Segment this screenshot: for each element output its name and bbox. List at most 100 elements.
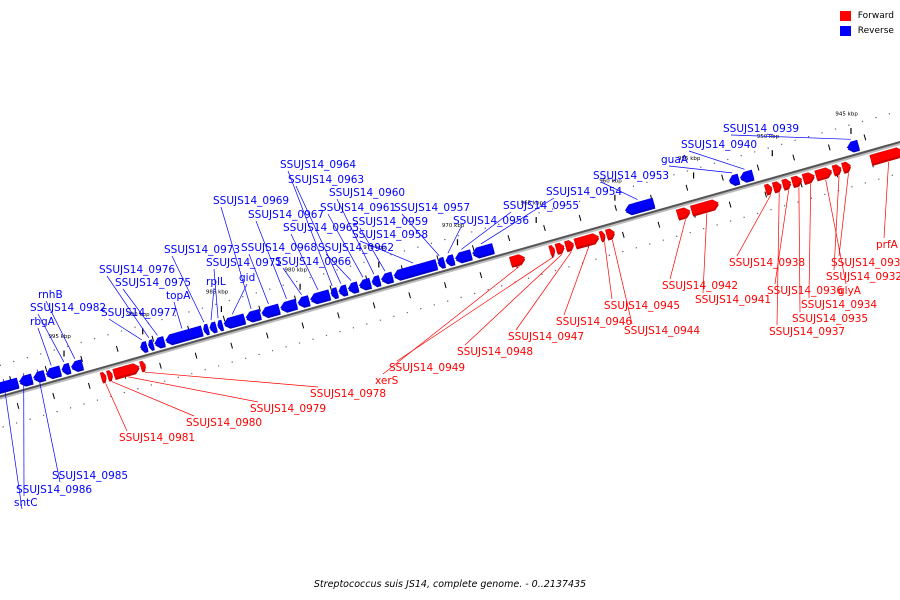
guide-dot — [592, 196, 594, 199]
gene-arrow-SSUJS14_0975[interactable] — [153, 336, 166, 349]
gene-arrow-SSUJS14_0964[interactable] — [330, 287, 340, 300]
gene-label: SSUJS14_0958 — [352, 229, 428, 241]
gene-arrow-prfA[interactable] — [869, 146, 900, 166]
gene-arrow-SSUJS14_0946[interactable] — [573, 232, 601, 250]
guide-dot — [861, 120, 864, 123]
minor-tick — [471, 245, 475, 252]
gene-arrow-SSUJS14_0942[interactable] — [675, 206, 692, 221]
gene-arrow-SSUJS14_0981[interactable] — [99, 371, 108, 384]
gene-arrow-SSUJS14_0956[interactable] — [445, 254, 456, 268]
gene-arrow-SSUJS14_0944[interactable] — [605, 228, 616, 241]
guide-dot — [93, 337, 96, 340]
guide-dot — [780, 143, 783, 146]
guide-dot — [406, 311, 409, 314]
gene-arrow-body — [106, 370, 113, 381]
gene-arrow-glyA[interactable] — [814, 166, 834, 182]
gene-arrow-SSUJS14_0934[interactable] — [801, 171, 816, 185]
guide-dot — [646, 181, 648, 184]
kbp-tick-label: 975 kbp — [363, 245, 386, 251]
gene-arrow-SSUJS14_0977[interactable] — [139, 341, 149, 353]
gene-arrow-gid[interactable] — [223, 313, 247, 330]
gene-label: SSUJS14_0945 — [604, 300, 680, 312]
gene-arrow-SSUJS14_0935[interactable] — [790, 175, 803, 189]
gene-arrow-topA[interactable] — [164, 325, 204, 347]
gene-arrow-body — [437, 256, 446, 268]
guide-dot — [471, 231, 473, 233]
gene-arrow-SSUJS14_0958[interactable] — [393, 259, 439, 282]
gene-arrow-SSUJS14_0960[interactable] — [371, 275, 382, 288]
gene-arrow-SSUJS14_0948[interactable] — [554, 242, 566, 255]
gene-arrow-SSUJS14_0978[interactable] — [139, 360, 147, 373]
gene-arrow-SSUJS14_0976[interactable] — [147, 339, 155, 352]
gene-arrow-SSUJS14_0937[interactable] — [771, 181, 783, 194]
gene-arrow-SSUJS14_0936[interactable] — [781, 178, 793, 191]
gene-arrow-SSUJS14_0940[interactable] — [739, 169, 755, 184]
gene-leader-line — [144, 371, 319, 388]
gene-arrow-SSUJS14_0931[interactable] — [841, 161, 852, 174]
gene-arrow-SSUJS14_0953[interactable] — [624, 197, 656, 217]
gene-arrow-SSUJS14_0965[interactable] — [309, 289, 332, 306]
gene-arrow-SSUJS14_0966[interactable] — [297, 295, 311, 310]
gene-arrow-SSUJS14_0969[interactable] — [245, 309, 262, 324]
guide-dot — [242, 296, 244, 298]
gene-arrow-SSUJS14_0957[interactable] — [437, 256, 447, 269]
gene-arrow-SSUJS14_0973[interactable] — [202, 323, 210, 336]
guide-dot — [635, 247, 638, 249]
gene-arrow-SSUJS14_0986[interactable] — [18, 373, 34, 388]
gene-arrow-rnhB[interactable] — [70, 359, 85, 374]
gene-arrow-SSUJS14_0967[interactable] — [279, 298, 299, 314]
gene-arrow-guaA[interactable] — [728, 173, 741, 187]
gene-label: SSUJS14_0968 — [241, 242, 317, 254]
gene-arrow-SSUJS14_0947[interactable] — [564, 239, 575, 253]
gene-arrow-SSUJS14_0959[interactable] — [380, 271, 395, 286]
gene-label: SSUJS14_0977 — [101, 307, 177, 319]
gene-arrow-SSUJS14_0963[interactable] — [338, 284, 349, 298]
gene-arrow-SSUJS14_0949[interactable] — [548, 245, 557, 257]
gene-leader-line — [36, 369, 61, 483]
gene-arrow-SSUJS14_0982[interactable] — [61, 362, 72, 376]
gene-arrow-body — [338, 284, 349, 295]
gene-arrow-sntC[interactable] — [0, 377, 20, 396]
gene-arrow-SSUJS14_0962[interactable] — [347, 281, 360, 295]
gene-arrow-SSUJS14_0932[interactable] — [831, 164, 843, 177]
gene-arrow-SSUJS14_0941[interactable] — [690, 198, 720, 217]
gene-arrow-body — [728, 173, 741, 185]
kbp-tick-label: 960 kbp — [599, 178, 622, 184]
minor-tick — [443, 282, 447, 289]
gene-arrow-xerS[interactable] — [509, 253, 526, 268]
gene-arrow-SSUJS14_0985[interactable] — [32, 370, 47, 384]
gene-arrow-SSUJS14_0945[interactable] — [598, 230, 607, 243]
gene-arrow-rplL[interactable] — [209, 321, 218, 334]
kbp-tick-label: 965 kbp — [521, 201, 544, 207]
guide-dot — [729, 220, 732, 222]
gene-label: topA — [166, 290, 191, 302]
gene-leader-line — [382, 265, 520, 375]
guide-dot — [83, 403, 85, 405]
gene-arrow-SSUJS14_0968[interactable] — [260, 303, 281, 319]
gene-arrow-body — [831, 164, 842, 175]
gene-arrow-rbgA[interactable] — [45, 365, 62, 381]
gene-arrow-SSUJS14_0971[interactable] — [216, 319, 225, 332]
guide-dot — [578, 200, 581, 203]
guide-dot — [0, 364, 2, 367]
gene-arrow-SSUJS14_0955[interactable] — [454, 249, 473, 265]
gene-leader-line — [359, 227, 386, 272]
guide-dot — [619, 189, 621, 191]
guide-dot — [700, 166, 702, 168]
gene-arrow-body — [380, 271, 394, 283]
minor-tick — [222, 315, 226, 322]
gene-leader-line — [396, 256, 555, 362]
gene-arrow-SSUJS14_0961[interactable] — [358, 277, 373, 292]
minor-tick — [792, 154, 795, 161]
gene-arrow-SSUJS14_0939[interactable] — [846, 139, 860, 154]
minor-tick — [16, 403, 20, 410]
minor-tick — [622, 231, 625, 238]
guide-dot — [430, 242, 433, 245]
gene-arrow-SSUJS14_0954[interactable] — [471, 243, 495, 259]
kbp-tick-label: 995 kbp — [48, 334, 71, 340]
guide-dot — [538, 212, 540, 214]
gene-arrow-SSUJS14_0938[interactable] — [763, 183, 773, 196]
gene-arrow-SSUJS14_0979[interactable] — [112, 362, 141, 380]
gene-arrow-SSUJS14_0980[interactable] — [106, 370, 114, 382]
gene-arrow-body — [0, 377, 20, 393]
